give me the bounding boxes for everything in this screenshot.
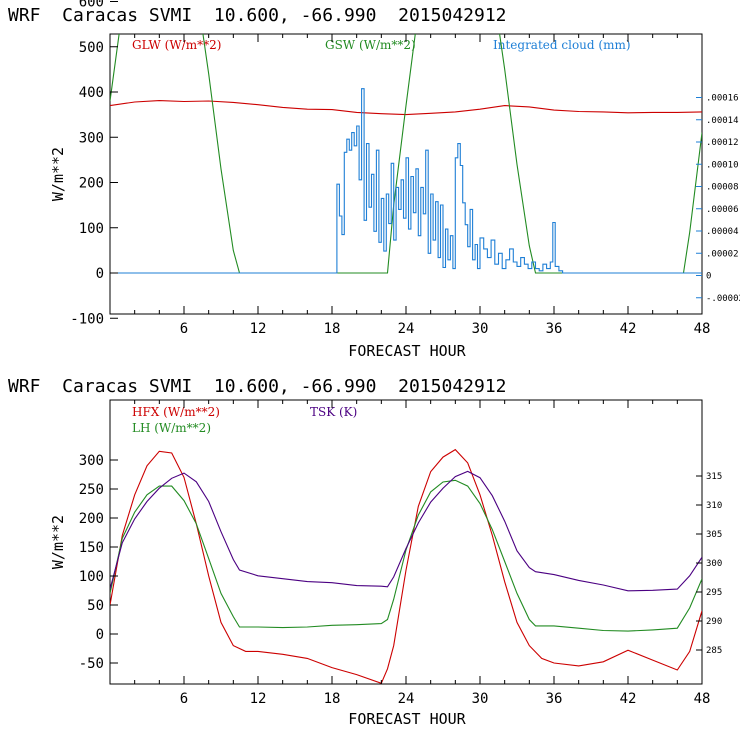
x-tick-label: 48	[694, 321, 711, 337]
y-tick-label: 200	[79, 511, 104, 527]
y-tick-label: 400	[79, 85, 104, 101]
y-tick-label: 600	[79, 0, 104, 11]
y-tick-label: 200	[79, 176, 104, 192]
series-hfx-line	[110, 448, 702, 684]
x-tick-label: 42	[620, 321, 637, 337]
x-tick-label: 6	[180, 321, 188, 337]
x-tick-label: 30	[472, 321, 489, 337]
right-tick-label: 305	[706, 530, 722, 540]
right-tick-label: 310	[706, 501, 722, 511]
x-tick-label: 24	[398, 691, 415, 707]
x-tick-label: 12	[250, 691, 267, 707]
y-tick-label: 0	[96, 627, 104, 643]
chart-top: WRF Caracas SVMI 10.600, -66.990 2015042…	[8, 0, 740, 360]
chart-top-xlabel: FORECAST HOUR	[348, 342, 466, 360]
plot-area	[110, 34, 702, 274]
y-tick-label: 100	[79, 221, 104, 237]
legend-lh: LH (W/m**2)	[132, 421, 211, 435]
legend-tsk: TSK (K)	[310, 405, 357, 419]
chart-top-ylabel: W/m**2	[49, 147, 67, 201]
x-tick-label: 48	[694, 691, 711, 707]
y-tick-label: 250	[79, 482, 104, 498]
chart-top-title: WRF Caracas SVMI 10.600, -66.990 2015042…	[8, 5, 507, 26]
right-tick-label: .00004	[706, 227, 739, 237]
legend-hfx: HFX (W/m**2)	[132, 405, 220, 419]
series-lh-line	[110, 479, 702, 632]
y-tick-label: 0	[96, 266, 104, 282]
right-tick-label: .00012	[706, 138, 739, 148]
y-tick-label: -100	[70, 311, 104, 327]
right-tick-label: 285	[706, 646, 722, 656]
right-tick-label: .00016	[706, 94, 739, 104]
chart-bottom-ylabel: W/m**2	[49, 515, 67, 569]
plot-area	[110, 448, 702, 684]
y-tick-label: 150	[79, 540, 104, 556]
right-tick-label: .00006	[706, 205, 739, 215]
chart-bottom-title: WRF Caracas SVMI 10.600, -66.990 2015042…	[8, 376, 507, 397]
right-tick-label: 295	[706, 588, 722, 598]
y-tick-label: 300	[79, 130, 104, 146]
right-tick-label: 300	[706, 559, 722, 569]
x-tick-label: 12	[250, 321, 267, 337]
x-tick-label: 18	[324, 691, 341, 707]
right-tick-label: 315	[706, 472, 722, 482]
x-tick-label: 24	[398, 321, 415, 337]
right-tick-label: 290	[706, 617, 722, 627]
y-tick-label: 100	[79, 569, 104, 585]
x-tick-label: 6	[180, 691, 188, 707]
x-tick-label: 36	[546, 691, 563, 707]
x-tick-label: 36	[546, 321, 563, 337]
series-tsk-line	[110, 470, 702, 592]
y-tick-label: -50	[79, 656, 104, 672]
y-tick-label: 500	[79, 40, 104, 56]
right-tick-label: .00010	[706, 160, 739, 170]
right-tick-label: -.00002	[706, 294, 740, 304]
right-tick-label: .00002	[706, 249, 739, 259]
y-tick-label: 300	[79, 453, 104, 469]
chart-bottom-frame	[109, 399, 703, 685]
x-tick-label: 30	[472, 691, 489, 707]
chart-bottom-xlabel: FORECAST HOUR	[348, 710, 466, 728]
series-cloud-line	[110, 88, 702, 274]
x-tick-label: 18	[324, 321, 341, 337]
chart-bottom: WRF Caracas SVMI 10.600, -66.990 2015042…	[8, 376, 722, 728]
legend-gsw: GSW (W/m**2)	[325, 38, 416, 52]
legend-integrated-cloud: Integrated cloud (mm)	[493, 38, 631, 52]
right-tick-label: .00014	[706, 116, 739, 126]
y-tick-label: 50	[87, 598, 104, 614]
right-tick-label: 0	[706, 272, 711, 282]
right-tick-label: .00008	[706, 183, 739, 193]
series-glw-line	[110, 100, 702, 116]
x-tick-label: 42	[620, 691, 637, 707]
legend-glw: GLW (W/m**2)	[132, 38, 221, 52]
